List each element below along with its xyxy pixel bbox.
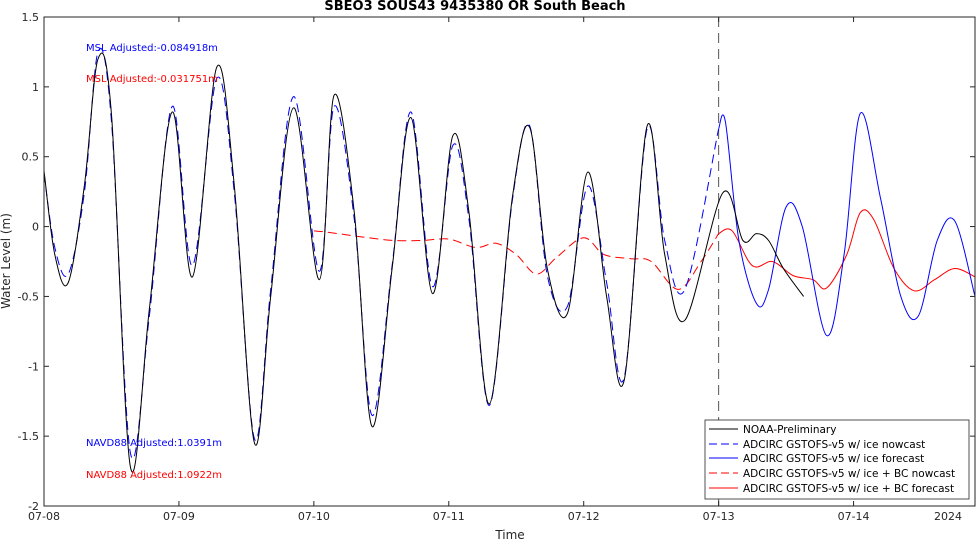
legend: NOAA-Preliminary ADCIRC GSTOFS-v5 w/ ice… xyxy=(704,419,970,500)
legend-label-ice-nowcast: ADCIRC GSTOFS-v5 w/ ice nowcast xyxy=(743,439,925,451)
y-tick-label: 1 xyxy=(32,81,39,94)
legend-label-bc-forecast: ADCIRC GSTOFS-v5 w/ ice + BC forecast xyxy=(743,483,954,495)
x-tick-label: 07-10 xyxy=(298,510,330,523)
legend-label-noaa: NOAA-Preliminary xyxy=(743,424,836,436)
plot-area xyxy=(43,17,976,506)
x-tick-label: 07-13 xyxy=(703,510,735,523)
x-tick-label: 07-11 xyxy=(433,510,465,523)
y-tick-label: -1 xyxy=(28,360,39,373)
x-tick-label: 07-08 xyxy=(28,510,60,523)
series-line-ice-forecast xyxy=(718,112,976,337)
series-line-noaa xyxy=(43,52,805,473)
navd88-adjusted-blue: NAVD88 Adjusted:1.0391m xyxy=(86,438,222,449)
chart-title: SBEO3 SOUS43 9435380 OR South Beach xyxy=(324,0,625,14)
x-axis: 07-08 07-09 07-10 07-11 07-12 07-13 07-14 xyxy=(28,17,870,523)
y-axis: -2 -1.5 -1 -0.5 0 0.5 1 1.5 xyxy=(18,11,975,513)
legend-label-ice-forecast: ADCIRC GSTOFS-v5 w/ ice forecast xyxy=(743,453,924,465)
series-line-bc-forecast xyxy=(718,209,976,292)
x-tick-label: 07-14 xyxy=(838,510,870,523)
msl-adjusted-blue: MSL Adjusted:-0.084918m xyxy=(86,43,218,54)
y-tick-label: 0.5 xyxy=(22,151,40,164)
y-tick-label: -1.5 xyxy=(18,430,39,443)
y-tick-label: -0.5 xyxy=(18,290,39,303)
y-tick-label: 1.5 xyxy=(22,11,40,24)
x-tick-label: 07-09 xyxy=(163,510,195,523)
series-line-bc-nowcast xyxy=(313,230,720,290)
y-tick-label: -2 xyxy=(28,500,39,513)
navd88-adjusted-red: NAVD88 Adjusted:1.0922m xyxy=(86,470,222,481)
x-axis-label: Time xyxy=(494,528,524,541)
axes-box xyxy=(43,16,976,507)
legend-box xyxy=(704,419,970,500)
year-label: 2024 xyxy=(934,510,962,523)
x-tick-label: 07-12 xyxy=(568,510,600,523)
msl-adjusted-red: MSL Adjusted:-0.031751m xyxy=(86,74,218,85)
legend-label-bc-nowcast: ADCIRC GSTOFS-v5 w/ ice + BC nowcast xyxy=(743,468,955,480)
y-tick-label: 0 xyxy=(32,221,39,234)
y-axis-label: Water Level (m) xyxy=(0,213,13,309)
